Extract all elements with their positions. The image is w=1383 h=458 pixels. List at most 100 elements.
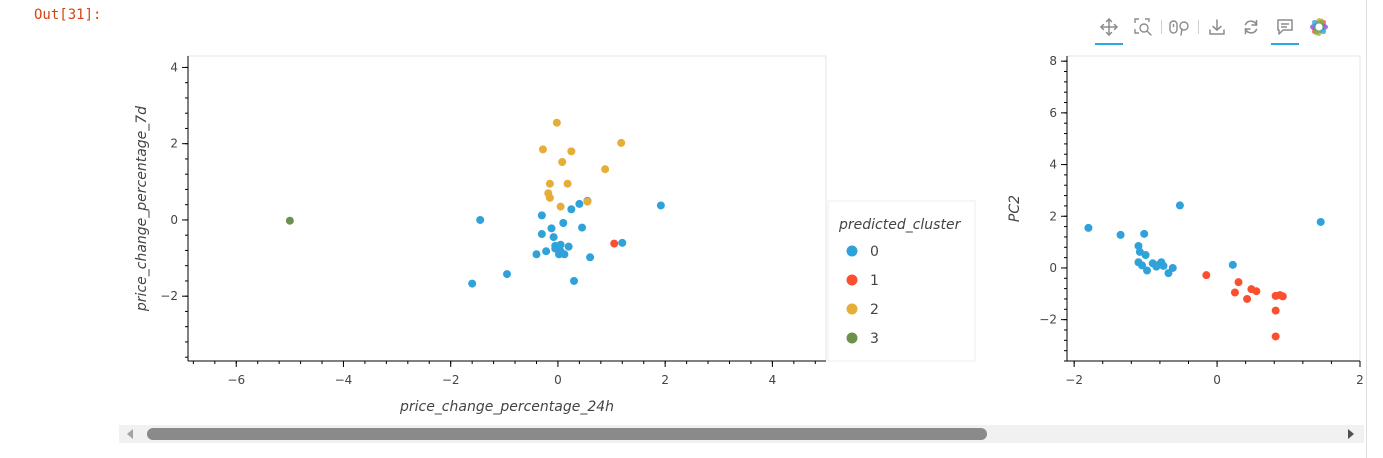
- data-point[interactable]: [564, 242, 573, 251]
- data-point[interactable]: [1140, 229, 1149, 238]
- data-point[interactable]: [1228, 260, 1237, 269]
- scrollbar-thumb[interactable]: [147, 428, 987, 440]
- data-point[interactable]: [556, 247, 565, 256]
- data-point[interactable]: [1234, 278, 1243, 287]
- data-point[interactable]: [468, 279, 477, 288]
- data-point[interactable]: [575, 199, 584, 208]
- download-icon: [1209, 19, 1225, 35]
- output-prompt: Out[31]:: [34, 7, 102, 23]
- hover-tool[interactable]: [1268, 13, 1302, 45]
- data-point[interactable]: [545, 179, 554, 188]
- data-point[interactable]: [537, 230, 546, 239]
- data-point[interactable]: [1141, 251, 1150, 260]
- data-point[interactable]: [567, 205, 576, 214]
- y-tick-label: −2: [1039, 313, 1057, 327]
- data-point[interactable]: [1138, 261, 1147, 270]
- data-point[interactable]: [1243, 294, 1252, 303]
- box-zoom-icon: [1134, 18, 1152, 36]
- reset-tool[interactable]: [1234, 13, 1268, 41]
- plot-toolbar: [1092, 11, 1336, 45]
- x-tick-label: 0: [554, 373, 562, 387]
- x-tick-label: 2: [1356, 373, 1364, 387]
- data-point[interactable]: [503, 270, 511, 279]
- data-point[interactable]: [1230, 288, 1239, 297]
- data-point[interactable]: [556, 202, 565, 211]
- data-point[interactable]: [551, 241, 560, 250]
- data-point[interactable]: [583, 197, 592, 206]
- horizontal-scrollbar[interactable]: [119, 425, 1364, 443]
- toolbar-separator: [1161, 20, 1162, 34]
- data-point[interactable]: [545, 193, 554, 202]
- x-axis-label: price_change_percentage_24h: [399, 399, 614, 415]
- save-tool[interactable]: [1200, 13, 1234, 41]
- y-tick-label: 0: [170, 213, 178, 227]
- x-tick-label: −2: [442, 373, 460, 387]
- y-tick-label: −2: [160, 289, 178, 303]
- toolbar-separator: [1198, 20, 1199, 34]
- bokeh-logo[interactable]: [1302, 13, 1336, 41]
- y-tick-label: 8: [1049, 54, 1057, 68]
- x-tick-label: −6: [227, 373, 245, 387]
- data-point[interactable]: [1252, 287, 1261, 296]
- data-point[interactable]: [1278, 292, 1287, 301]
- legend-label[interactable]: 1: [870, 273, 879, 289]
- x-tick-label: −2: [1065, 373, 1083, 387]
- x-tick-label: 2: [661, 373, 669, 387]
- y-tick-label: 6: [1049, 106, 1057, 120]
- data-point[interactable]: [547, 224, 556, 233]
- data-point[interactable]: [549, 233, 558, 242]
- data-point[interactable]: [552, 118, 561, 127]
- data-point[interactable]: [285, 216, 294, 225]
- legend-label[interactable]: 2: [870, 302, 879, 318]
- legend-swatch[interactable]: [846, 274, 858, 286]
- data-point[interactable]: [559, 218, 568, 227]
- legend-swatch[interactable]: [846, 303, 858, 315]
- data-point[interactable]: [1168, 263, 1177, 272]
- data-point[interactable]: [1316, 217, 1325, 226]
- x-tick-label: 4: [769, 373, 777, 387]
- pan-tool[interactable]: [1092, 13, 1126, 45]
- data-point[interactable]: [1202, 271, 1211, 280]
- legend-label[interactable]: 0: [870, 244, 879, 260]
- data-point[interactable]: [586, 253, 595, 262]
- y-tick-label: 2: [170, 137, 178, 151]
- box-zoom-tool[interactable]: [1126, 13, 1160, 41]
- data-point[interactable]: [1084, 223, 1093, 232]
- move-icon: [1100, 18, 1118, 36]
- x-tick-label: −4: [335, 373, 353, 387]
- data-point[interactable]: [538, 145, 547, 154]
- data-point[interactable]: [532, 250, 541, 259]
- data-point[interactable]: [617, 138, 626, 147]
- data-point[interactable]: [563, 179, 572, 188]
- data-point[interactable]: [618, 238, 627, 247]
- data-point[interactable]: [1271, 306, 1280, 315]
- legend-swatch[interactable]: [846, 245, 858, 257]
- data-point[interactable]: [537, 211, 546, 220]
- data-point[interactable]: [656, 201, 665, 210]
- scroll-right-arrow-icon[interactable]: [1348, 429, 1354, 439]
- scroll-left-arrow-icon[interactable]: [127, 429, 133, 439]
- data-point[interactable]: [601, 165, 610, 174]
- data-point[interactable]: [1116, 230, 1125, 239]
- data-point[interactable]: [1159, 261, 1168, 270]
- data-point[interactable]: [1175, 201, 1184, 210]
- data-point[interactable]: [1143, 266, 1152, 275]
- legend-label[interactable]: 3: [870, 331, 879, 347]
- data-point[interactable]: [1271, 332, 1280, 341]
- data-point[interactable]: [610, 239, 619, 248]
- wheel-zoom-icon: [1169, 20, 1189, 36]
- data-point[interactable]: [567, 147, 576, 156]
- bokeh-logo-icon: [1310, 18, 1328, 36]
- data-point[interactable]: [542, 247, 551, 256]
- data-point[interactable]: [558, 157, 567, 166]
- tooltip-icon: [1277, 19, 1293, 35]
- data-point[interactable]: [570, 276, 579, 285]
- chart-1: −6 −4 −2 0 2 4 −2 0 2 4 price_change_percentage_24…: [134, 55, 976, 415]
- wheel-zoom-tool[interactable]: [1163, 13, 1197, 41]
- legend-swatch[interactable]: [846, 332, 858, 344]
- data-point[interactable]: [476, 215, 485, 224]
- data-point[interactable]: [578, 223, 587, 232]
- y-tick-label: 0: [1049, 261, 1057, 275]
